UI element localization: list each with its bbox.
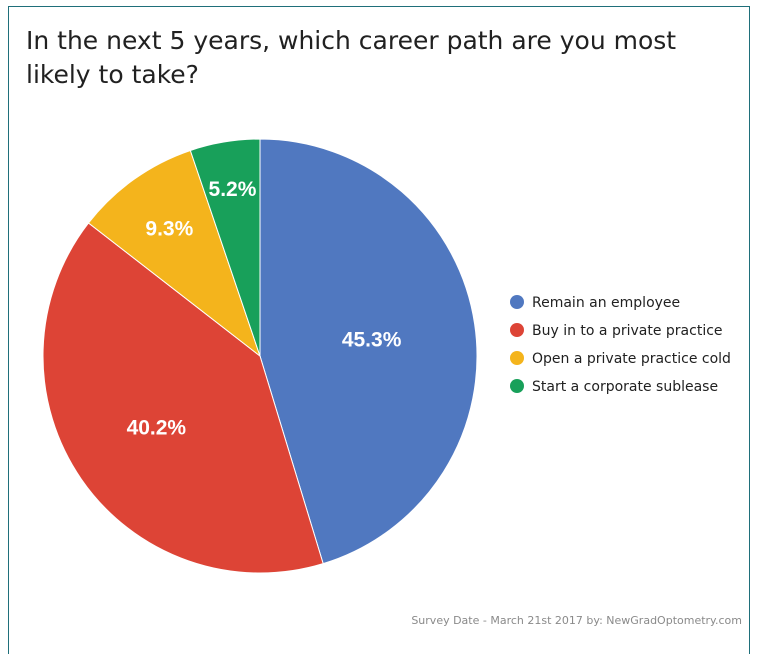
slice-label-1: 45.3% xyxy=(342,328,402,351)
legend-label-4: Start a corporate sublease xyxy=(532,379,718,395)
pie-slice-1 xyxy=(259,138,478,565)
slice-label-2: 40.2% xyxy=(127,416,187,439)
pie-slice-4 xyxy=(189,138,261,357)
chart-title: In the next 5 years, which career path a… xyxy=(26,26,677,89)
legend-marker-3 xyxy=(510,351,524,365)
slice-label-4: 5.2% xyxy=(209,178,257,201)
pie-slice-2 xyxy=(42,222,324,574)
legend-label-2: Buy in to a private practice xyxy=(532,323,723,339)
legend-marker-1 xyxy=(510,295,524,309)
legend-marker-4 xyxy=(510,379,524,393)
pie-slice-3 xyxy=(87,149,262,358)
legend-marker-2 xyxy=(510,323,524,337)
survey-footer: Survey Date - March 21st 2017 by: NewGra… xyxy=(411,614,742,627)
legend-label-3: Open a private practice cold xyxy=(532,351,731,367)
legend-label-1: Remain an employee xyxy=(532,295,680,311)
slice-label-3: 9.3% xyxy=(145,218,193,241)
